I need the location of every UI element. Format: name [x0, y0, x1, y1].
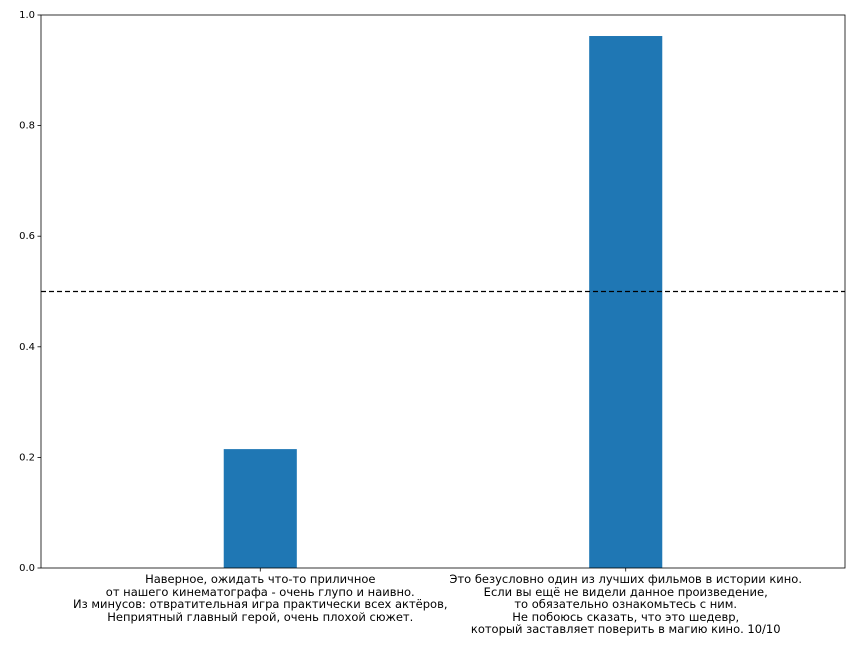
y-tick-label: 0.4: [19, 342, 35, 353]
x-tick-label: Это безусловно один из лучших фильмов в …: [449, 572, 802, 637]
bar: [589, 36, 663, 569]
y-tick-label: 0.8: [19, 121, 35, 132]
y-tick-label: 0.0: [19, 563, 35, 574]
y-tick-label: 1.0: [19, 10, 35, 21]
y-tick-label: 0.2: [19, 452, 35, 463]
axes-frame: [40, 14, 846, 569]
bar: [223, 449, 297, 568]
y-tick-label: 0.6: [19, 231, 35, 242]
x-tick-label: Наверное, ожидать что-то приличное от на…: [73, 572, 448, 624]
